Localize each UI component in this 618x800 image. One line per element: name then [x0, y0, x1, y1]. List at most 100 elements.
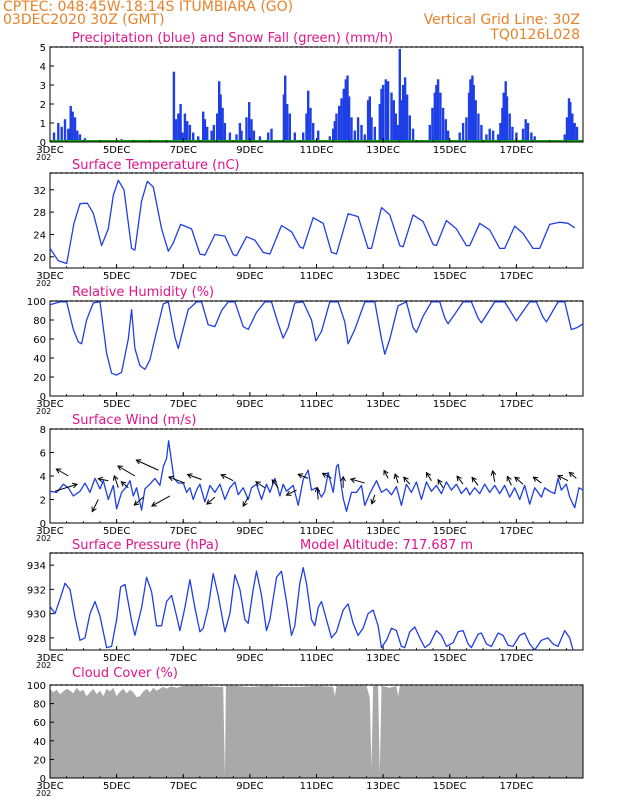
wind-arrow-head: [532, 476, 539, 482]
x-tick-label: 11DEC: [300, 145, 334, 156]
precip-bar-83: [396, 124, 400, 142]
wind-arrow-shaft: [117, 465, 136, 477]
precip-bar-128: [565, 117, 569, 142]
wind-arrow-35: [557, 475, 569, 482]
wind-arrow-26: [403, 476, 411, 485]
wind-arrow-head: [112, 474, 119, 481]
year-fragment: 202: [36, 534, 51, 543]
precip-bar-99: [446, 130, 450, 142]
wind-arrow-shaft: [471, 477, 479, 486]
x-tick-label: 5DEC: [103, 781, 130, 792]
precip-bar-7: [73, 117, 77, 142]
y-tick-label: 100: [27, 681, 46, 692]
x-tick-label: 7DEC: [170, 653, 197, 664]
wind-arrow-head: [285, 490, 292, 496]
wind-arrow-shaft: [492, 470, 496, 482]
year-fragment: 202: [36, 279, 51, 288]
wind-arrow-shaft: [98, 478, 109, 482]
panel-title: Relative Humidity (%): [72, 285, 214, 300]
precip-bar-133: [575, 126, 579, 142]
precip-bar-48: [288, 113, 291, 142]
precip-bar-101: [461, 123, 465, 142]
wind-arrow-head: [456, 475, 462, 482]
wind-arrow-head: [557, 475, 564, 481]
x-tick-label: 17DEC: [500, 653, 534, 664]
wind-arrow-head: [349, 477, 356, 483]
precip-bar-41: [252, 130, 256, 142]
wind-arrow-shaft: [187, 474, 202, 480]
x-tick-label: 13DEC: [366, 399, 400, 410]
precip-bar-52: [307, 90, 310, 142]
panel-5: [49, 684, 584, 779]
precip-bar-46: [284, 75, 287, 142]
precip-bar-120: [511, 126, 514, 142]
precip-bar-104: [469, 79, 472, 142]
series-line-0: [49, 179, 576, 265]
model-id: TQ0126L028: [490, 27, 580, 43]
x-tick-label: 15DEC: [433, 145, 467, 156]
precip-bar-131: [571, 113, 574, 142]
wind-arrow-shaft: [297, 473, 309, 479]
precip-bar-64: [346, 75, 349, 142]
wind-arrow-head: [220, 474, 227, 480]
x-tick-label: 17DEC: [500, 781, 534, 792]
wind-arrow-18: [297, 473, 309, 479]
wind-arrow-head: [393, 473, 400, 480]
precip-bar-54: [312, 123, 315, 142]
run-date: 03DEC2020 30Z (GMT): [3, 12, 165, 28]
wind-arrow-head: [72, 482, 78, 489]
precip-bar-90: [411, 128, 415, 142]
y-tick-label: 100: [27, 297, 46, 308]
wind-arrow-head: [271, 478, 277, 485]
precip-bar-78: [384, 79, 387, 142]
wind-arrow-shaft: [426, 472, 432, 481]
x-tick-label: 9DEC: [236, 781, 263, 792]
cloud-cover-area: [50, 685, 583, 778]
y-tick-label: 2: [40, 100, 46, 111]
x-tick-label: 3DEC: [36, 653, 63, 664]
year-fragment: 202: [36, 407, 51, 416]
wind-arrow-shaft: [437, 479, 444, 489]
wind-arrow-22: [349, 477, 365, 484]
wind-arrow-3: [97, 476, 109, 483]
y-tick-label: 930: [27, 610, 46, 621]
x-tick-label: 13DEC: [366, 271, 400, 282]
precip-bar-109: [480, 124, 483, 142]
panel-title: Surface Temperature (nC): [72, 158, 240, 173]
precip-bar-111: [488, 128, 491, 142]
precip-bar-73: [370, 117, 373, 142]
precip-bar-43: [267, 132, 270, 142]
wind-arrow-shaft: [456, 475, 464, 485]
x-tick-label: 15DEC: [433, 399, 467, 410]
precip-bar-23: [197, 136, 200, 142]
wind-arrow-29: [456, 475, 464, 485]
x-tick-label: 9DEC: [236, 526, 263, 537]
wind-arrow-1: [55, 468, 69, 477]
x-tick-label: 15DEC: [433, 526, 467, 537]
precip-bar-106: [472, 85, 475, 142]
panel-4: [49, 552, 584, 651]
precip-bar-40: [250, 119, 253, 142]
wind-arrow-10: [167, 475, 186, 484]
wind-arrow-shaft: [383, 470, 389, 479]
wind-arrow-head: [242, 501, 248, 507]
precip-bar-84: [398, 48, 401, 142]
x-tick-label: 15DEC: [433, 271, 467, 282]
x-tick-label: 5DEC: [103, 145, 130, 156]
precip-bar-18: [181, 132, 184, 142]
y-tick-label: 0: [40, 138, 46, 149]
y-tick-label: 40: [33, 354, 46, 365]
y-tick-label: 32: [33, 186, 46, 197]
x-tick-label: 17DEC: [500, 271, 534, 282]
wind-arrow-19: [314, 486, 321, 500]
precip-bar-119: [508, 113, 511, 142]
y-tick-label: 40: [33, 737, 46, 748]
precip-bar-127: [563, 134, 566, 142]
y-tick-label: 28: [33, 208, 46, 219]
wind-arrow-7: [133, 496, 144, 506]
wind-arrow-head: [206, 499, 212, 505]
x-tick-label: 17DEC: [500, 145, 534, 156]
y-tick-label: 20: [33, 253, 46, 264]
